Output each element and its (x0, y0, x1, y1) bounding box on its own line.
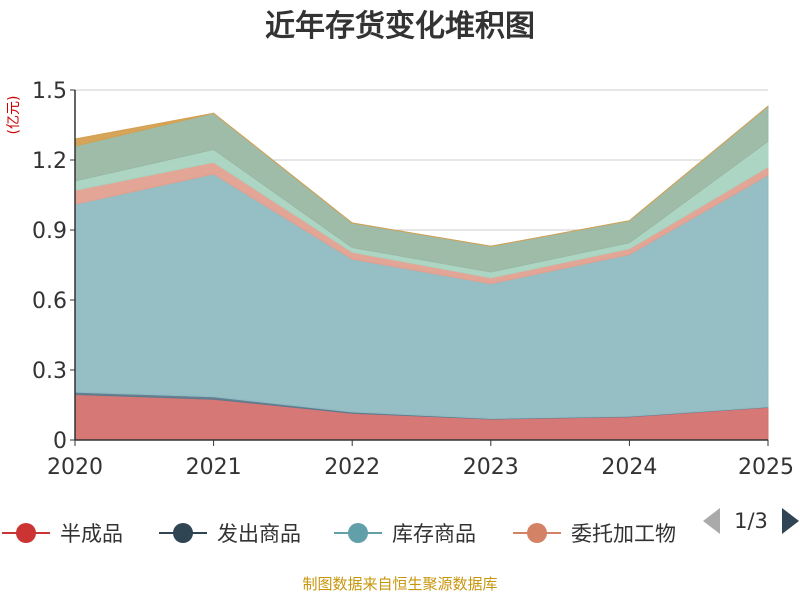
legend-label: 发出商品 (217, 522, 301, 546)
data-source-note: 制图数据来自恒生聚源数据库 (302, 575, 497, 593)
legend-item[interactable]: 委托加工物 (513, 522, 676, 546)
y-tick-label: 0.9 (32, 219, 67, 244)
legend-label: 委托加工物 (571, 522, 676, 546)
y-tick-label: 0 (53, 429, 67, 454)
legend-marker-icon (173, 523, 193, 543)
y-axis-unit: (亿元) (6, 96, 22, 135)
y-tick-label: 0.6 (32, 289, 67, 314)
prev-page-arrow-icon[interactable] (703, 508, 720, 534)
y-tick-label: 1.5 (32, 79, 67, 104)
legend-label: 库存商品 (392, 522, 476, 546)
area-series-6 (74, 105, 769, 247)
legend-pager: 1/3 (703, 508, 799, 534)
legend: 半成品 发出商品 库存商品 委托加工物 (2, 522, 676, 546)
chart-title: 近年存货变化堆积图 (265, 9, 535, 44)
y-tick-label: 1.2 (32, 149, 67, 174)
x-tick-label: 2021 (186, 455, 242, 480)
axes (74, 90, 768, 441)
y-tick-label: 0.3 (32, 359, 67, 384)
legend-item[interactable]: 库存商品 (334, 522, 476, 546)
x-tick-label: 2023 (463, 455, 519, 480)
legend-marker-icon (16, 523, 36, 543)
x-tick-label: 2025 (738, 455, 794, 480)
x-tick-label: 2024 (601, 455, 657, 480)
x-tick-label: 2020 (47, 455, 103, 480)
x-tick-labels: 2020 2021 2022 2023 2024 2025 (47, 440, 794, 480)
y-tick-labels: 0 0.3 0.6 0.9 1.2 1.5 (32, 79, 67, 454)
x-tick-label: 2022 (324, 455, 380, 480)
legend-marker-icon (527, 523, 547, 543)
area-series (74, 105, 769, 441)
legend-marker-icon (348, 523, 368, 543)
legend-label: 半成品 (60, 522, 123, 546)
legend-item[interactable]: 发出商品 (159, 522, 301, 546)
next-page-arrow-icon[interactable] (782, 508, 799, 534)
legend-item[interactable]: 半成品 (2, 522, 123, 546)
legend-page-indicator: 1/3 (734, 509, 768, 533)
